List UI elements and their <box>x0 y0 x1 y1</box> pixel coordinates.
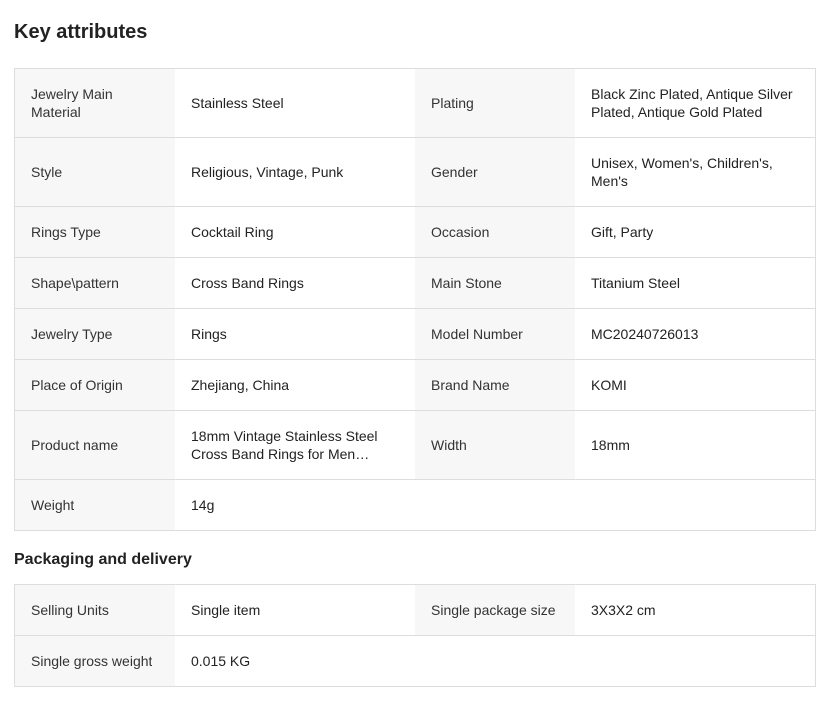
key-attributes-title: Key attributes <box>14 21 148 43</box>
attribute-value: 18mm <box>575 411 815 479</box>
attribute-value-text: 3X3X2 cm <box>591 602 656 618</box>
attribute-label: Rings Type <box>15 207 175 257</box>
attribute-value: Unisex, Women's, Children's, Men's <box>575 138 815 206</box>
attribute-value: 0.015 KG <box>175 636 415 686</box>
attribute-value: Single item <box>175 585 415 635</box>
attribute-value: Gift, Party <box>575 207 815 257</box>
attribute-value: Titanium Steel <box>575 258 815 308</box>
attribute-label-text: Rings Type <box>31 224 101 240</box>
attribute-value-text: Single item <box>191 602 261 618</box>
attribute-label-text: Shape\pattern <box>31 275 119 291</box>
attribute-value: MC20240726013 <box>575 309 815 359</box>
attribute-label: Occasion <box>415 207 575 257</box>
attribute-label: Brand Name <box>415 360 575 410</box>
attribute-value: Black Zinc Plated, Antique Silver Plated… <box>575 69 815 137</box>
attribute-label: Plating <box>415 69 575 137</box>
attribute-value: KOMI <box>575 360 815 410</box>
attribute-label: Single package size <box>415 585 575 635</box>
attribute-value: Rings <box>175 309 415 359</box>
attribute-value-text: Black Zinc Plated, Antique Silver Plated… <box>591 86 793 120</box>
attribute-label: Single gross weight <box>15 636 175 686</box>
table-row: Selling Units Single item Single package s… <box>15 585 815 636</box>
attribute-value-text: Cocktail Ring <box>191 224 274 240</box>
table-row: Single gross weight 0.015 KG <box>15 636 815 687</box>
attribute-label-text: Style <box>31 164 63 180</box>
attribute-label: Gender <box>415 138 575 206</box>
attribute-value-text: KOMI <box>591 377 627 393</box>
attribute-label: Main Stone <box>415 258 575 308</box>
attribute-value-text: Titanium Steel <box>591 275 680 291</box>
attribute-label: Jewelry Type <box>15 309 175 359</box>
attribute-value: Zhejiang, China <box>175 360 415 410</box>
attribute-label-text: Jewelry Type <box>31 326 113 342</box>
attribute-value-text: Religious, Vintage, Punk <box>191 164 344 180</box>
attribute-label-text: Jewelry Main Material <box>31 86 113 120</box>
table-row: Weight 14g <box>15 480 815 531</box>
packaging-title: Packaging and delivery <box>14 551 192 568</box>
attribute-value-text: Rings <box>191 326 227 342</box>
attribute-value-text: Gift, Party <box>591 224 654 240</box>
attribute-label-text: Main Stone <box>431 275 502 291</box>
key-attributes-table: Jewelry Main Material Stainless Steel Plat… <box>14 68 816 531</box>
attribute-value: Cocktail Ring <box>175 207 415 257</box>
attribute-value <box>575 480 815 530</box>
attribute-label-text: Single gross weight <box>31 653 153 669</box>
attribute-label: Product name <box>15 411 175 479</box>
attribute-label: Weight <box>15 480 175 530</box>
table-row: Style Religious, Vintage, Punk Gender Unise… <box>15 138 815 207</box>
attribute-value: 3X3X2 cm <box>575 585 815 635</box>
table-row: Rings Type Cocktail Ring Occasion Gift, Par… <box>15 207 815 258</box>
attribute-label: Model Number <box>415 309 575 359</box>
attribute-label-text: Product name <box>31 437 119 453</box>
attribute-label-text: Gender <box>431 164 478 180</box>
attribute-value: 18mm Vintage Stainless Steel Cross Band … <box>175 411 415 479</box>
attribute-label-text: Selling Units <box>31 602 109 618</box>
attribute-label: Place of Origin <box>15 360 175 410</box>
table-row: Shape\pattern Cross Band Rings Main Stone T… <box>15 258 815 309</box>
attribute-label-text: Occasion <box>431 224 490 240</box>
packaging-table: Selling Units Single item Single package s… <box>14 584 816 687</box>
attribute-label-text: Place of Origin <box>31 377 123 393</box>
attribute-label: Width <box>415 411 575 479</box>
table-row: Jewelry Type Rings Model Number MC202407260… <box>15 309 815 360</box>
table-row: Place of Origin Zhejiang, China Brand Name… <box>15 360 815 411</box>
attribute-value-text: Cross Band Rings <box>191 275 304 291</box>
table-row: Jewelry Main Material Stainless Steel Plat… <box>15 69 815 138</box>
attribute-value-text: 0.015 KG <box>191 653 251 669</box>
attribute-value: 14g <box>175 480 415 530</box>
attribute-value: Religious, Vintage, Punk <box>175 138 415 206</box>
attribute-label-text: Model Number <box>431 326 523 342</box>
attribute-value <box>575 636 815 686</box>
attribute-label-text: Single package size <box>431 602 556 618</box>
attribute-value-text: Stainless Steel <box>191 95 284 111</box>
attribute-label-text: Plating <box>431 95 474 111</box>
attribute-value-text: 14g <box>191 497 215 513</box>
attribute-label: Jewelry Main Material <box>15 69 175 137</box>
attribute-label <box>415 636 575 686</box>
attribute-label-text: Width <box>431 437 467 453</box>
attribute-value-text: 18mm <box>591 437 630 453</box>
attribute-label <box>415 480 575 530</box>
attribute-label: Shape\pattern <box>15 258 175 308</box>
attribute-value-text: Unisex, Women's, Children's, Men's <box>591 155 773 189</box>
table-row: Product name 18mm Vintage Stainless Steel… <box>15 411 815 480</box>
attribute-label-text: Weight <box>31 497 75 513</box>
attribute-value-text: MC20240726013 <box>591 326 699 342</box>
attribute-value-text: Zhejiang, China <box>191 377 290 393</box>
attribute-label: Selling Units <box>15 585 175 635</box>
attribute-label-text: Brand Name <box>431 377 510 393</box>
attribute-label: Style <box>15 138 175 206</box>
attribute-value: Stainless Steel <box>175 69 415 137</box>
attribute-value-text: 18mm Vintage Stainless Steel Cross Band … <box>191 428 378 462</box>
attribute-value: Cross Band Rings <box>175 258 415 308</box>
